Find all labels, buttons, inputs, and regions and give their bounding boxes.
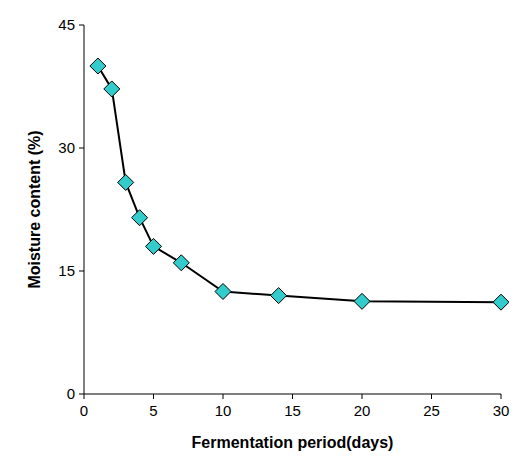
x-tick [362,394,363,399]
x-axis-label: Fermentation period(days) [192,434,394,451]
marker [493,294,509,310]
x-tick-label: 20 [354,402,371,419]
x-tick [223,394,224,399]
line [98,66,501,302]
y-tick-label: 45 [58,16,75,33]
x-tick [153,394,154,399]
marker [354,293,370,309]
x-tick-label: 30 [493,402,510,419]
x-tick [501,394,502,399]
y-tick-label: 0 [67,385,75,402]
y-tick [79,394,84,395]
marker [104,81,120,97]
marker [90,58,106,74]
y-tick-label: 15 [58,262,75,279]
y-tick [79,148,84,149]
marker [271,288,287,304]
marker [118,174,134,190]
x-tick-label: 5 [149,402,157,419]
marker [146,238,162,254]
x-tick-label: 25 [423,402,440,419]
y-tick [79,25,84,26]
marker [215,284,231,300]
x-tick [84,394,85,399]
x-tick-label: 15 [284,402,301,419]
x-tick-label: 10 [215,402,232,419]
plot-area [90,58,509,310]
marker [132,210,148,226]
x-tick [431,394,432,399]
marker [173,255,189,271]
y-axis-label: Moisture content (%) [26,130,43,288]
x-tick [292,394,293,399]
x-tick-label: 0 [80,402,88,419]
y-axis [84,25,85,394]
y-tick [79,271,84,272]
y-tick-label: 30 [58,139,75,156]
chart: 0 5 10 15 20 25 30 0 15 30 45 Fermentation period(d… [0,0,531,462]
